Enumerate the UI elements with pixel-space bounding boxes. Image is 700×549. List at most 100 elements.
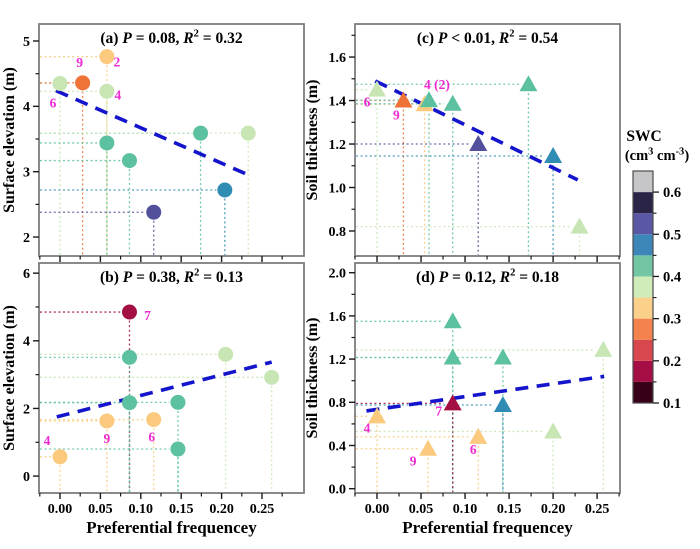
y-tick-label: 0 [23,470,30,485]
data-point [443,312,462,329]
data-point [146,204,162,220]
x-tick-label: 0.00 [48,502,73,517]
x-axis-label: Preferential frequencey [402,518,573,537]
data-point [240,125,256,141]
data-point [493,395,512,412]
y-tick-label: 6 [23,267,30,282]
data-point [146,412,162,428]
panel-title: (a) P = 0.08, R2 = 0.32 [100,29,242,48]
colorbar-tick-label: 0.4 [663,270,681,286]
panel-b: 4 9 7 6 0 2 4 6 0.00 0.05 0.10 0.15 0.20 0.25 (b) P = … [1,262,305,537]
site-label: 9 [410,454,417,469]
colorbar-segment [633,192,653,214]
site-label: 2 [113,55,120,70]
site-label: 9 [76,55,83,70]
y-tick-label: 4 [23,100,30,115]
colorbar-segment [633,360,653,382]
data-point [469,135,488,152]
x-axis-label: Preferential frequencey [86,518,257,537]
y-tick-label: 4 [23,335,30,350]
site-label: 6 [50,95,57,110]
site-label: 7 [435,403,442,418]
site-label: 4 (2) [424,77,450,92]
colorbar-tick-label: 0.3 [663,312,681,328]
data-point [121,395,137,411]
x-tick-label: 0.05 [88,502,113,517]
panel-d: 4 9 7 6 0.0 0.4 0.8 1.2 1.6 2.0 0.00 0.05 0.10 0.15 0.… [304,262,621,537]
trend-line [374,79,579,182]
x-tick-label: 0.05 [409,502,434,517]
colorbar-segment [633,234,653,256]
site-label: 6 [148,430,155,445]
data-point [75,75,91,91]
colorbar-tick-label: 0.2 [663,354,681,370]
data-point [99,135,115,151]
data-point [419,439,438,456]
data-point [121,153,137,169]
colorbar: 0.6 0.5 0.4 0.3 0.2 0.1 SWC (cm3 cm-3) [625,128,689,412]
x-tick-label: 0.20 [209,502,234,517]
data-point [419,91,438,108]
site-label: 4 [44,433,51,448]
colorbar-tick-label: 0.5 [663,227,681,243]
colorbar-title: SWC [626,128,661,145]
x-tick-label: 0.25 [585,502,610,517]
colorbar-tick-label: 0.6 [663,185,681,201]
data-point [99,83,115,99]
data-point [544,422,563,439]
colorbar-segment [633,276,653,298]
y-axis-label: Surface elevation (m) [1,67,18,213]
data-point [218,346,234,362]
colorbar-segment [633,255,653,277]
y-tick-label: 1.6 [329,51,347,66]
site-label: 9 [103,431,110,446]
y-tick-label: 1.6 [329,310,347,325]
colorbar-segment [633,381,653,403]
data-point [493,348,512,365]
colorbar-tick-label: 0.1 [663,396,681,412]
data-point [170,441,186,457]
data-point [594,340,613,357]
panel-title: (b) P = 0.38, R2 = 0.13 [100,268,243,287]
data-point [170,394,186,410]
data-point [121,304,137,320]
x-tick-label: 0.10 [453,502,478,517]
data-point [443,394,462,411]
y-tick-label: 0.4 [329,439,347,454]
colorbar-segment [633,318,653,340]
y-tick-label: 3 [23,166,30,181]
x-tick-label: 0.20 [541,502,566,517]
site-label: 4 [364,420,371,435]
site-label: 4 [114,87,121,102]
data-point [469,427,488,444]
data-point [52,449,68,465]
panel-title: (d) P = 0.12, R2 = 0.18 [416,268,559,287]
x-tick-label: 0.15 [169,502,194,517]
data-point [217,182,233,198]
data-point [193,125,209,141]
x-tick-label: 0.25 [250,502,275,517]
y-axis-label: Soil thickness (m) [304,318,321,439]
panel-a: 6 9 2 4 2 3 4 5 (a) P = 0.08, R2 = 0.32 Surface e… [1,23,305,262]
data-point [99,413,115,429]
data-point [52,75,68,91]
y-tick-label: 1.2 [329,138,347,153]
x-tick-label: 0.00 [365,502,390,517]
colorbar-segment [633,213,653,235]
site-label: 7 [144,308,151,323]
data-point [368,80,387,97]
panel-c: 6 9 4 (2) 0.8 1.0 1.2 1.4 1.6 (c) P < 0.01, R2 =… [304,23,621,262]
x-tick-label: 0.15 [497,502,522,517]
colorbar-segment [633,339,653,361]
data-point [99,49,115,65]
data-point [443,94,462,111]
y-tick-label: 1.4 [329,94,347,109]
colorbar-segment [633,297,653,319]
y-tick-label: 1.0 [329,181,347,196]
data-point [519,75,538,92]
colorbar-segment [633,171,653,193]
y-tick-label: 5 [23,35,30,50]
trend-line [366,374,605,413]
